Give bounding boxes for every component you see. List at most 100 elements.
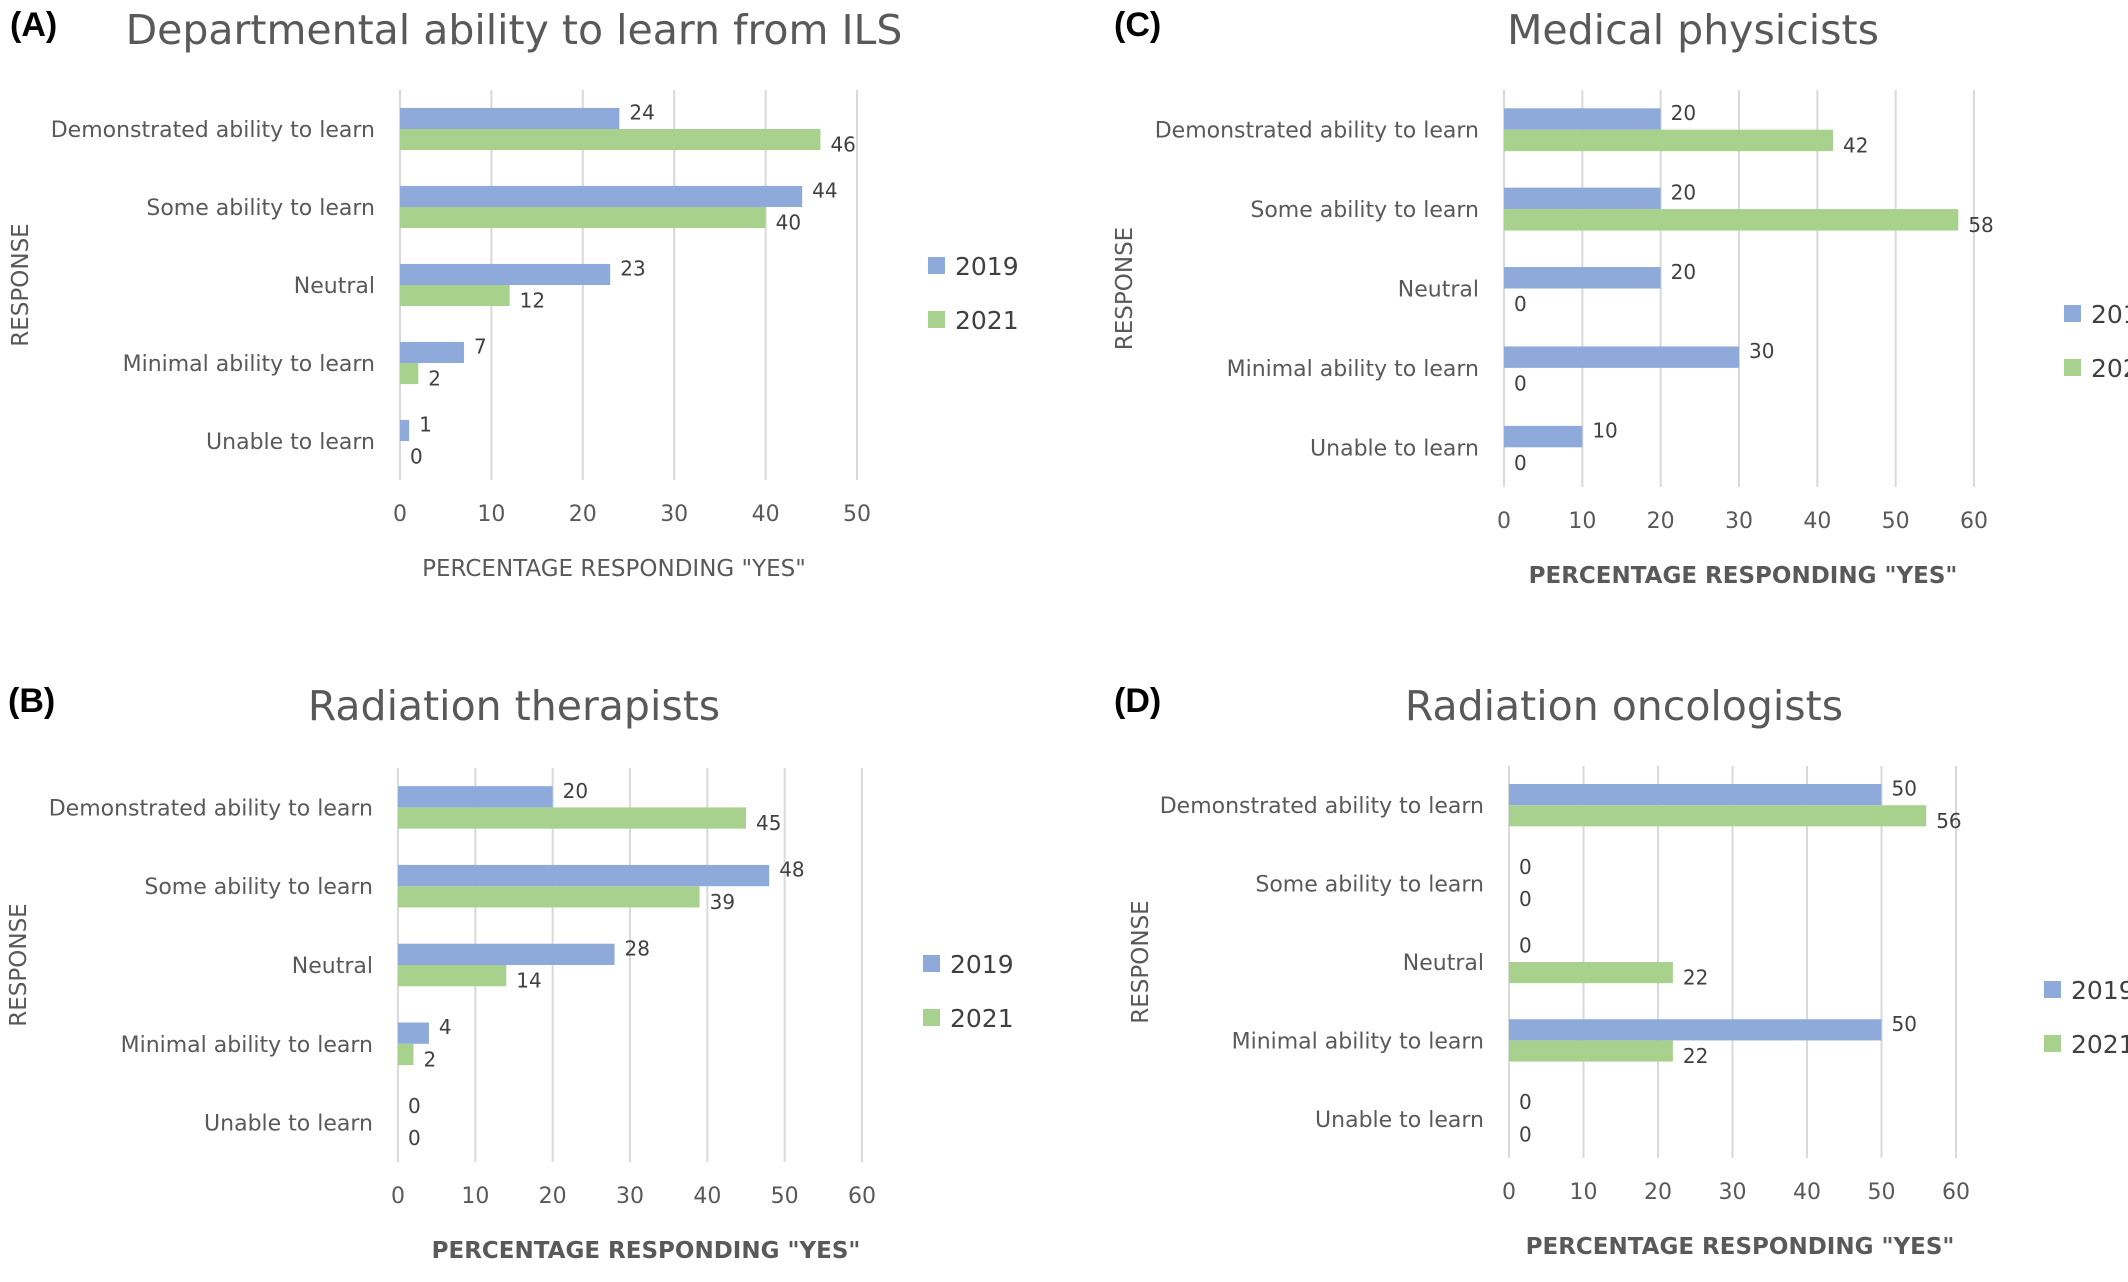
category-label: Neutral [292,954,373,979]
bar-2021-4 [1509,1040,1673,1062]
category-label: Unable to learn [1310,436,1479,461]
data-label: 58 [1968,213,1993,237]
x-tick-label: 30 [1725,509,1753,534]
x-tick-label: 20 [569,502,597,527]
bar-2019-4 [1509,1019,1882,1041]
x-tick-label: 40 [693,1184,721,1209]
data-label: 0 [1519,1122,1532,1146]
x-tick-label: 40 [1803,509,1831,534]
bar-2019-3 [398,943,615,965]
legend-label-2019: 2019 [2071,976,2128,1005]
data-label: 4 [439,1015,452,1039]
data-label: 39 [710,890,735,914]
bar-2021-4 [400,363,419,385]
x-tick-label: 40 [1793,1180,1821,1205]
x-tick-label: 60 [848,1184,876,1209]
category-label: Minimal ability to learn [1232,1029,1484,1054]
legend-swatch-2021 [928,311,945,328]
x-tick-label: 50 [1868,1180,1896,1205]
data-label: 2 [428,367,441,391]
x-tick-label: 10 [1570,1180,1598,1205]
bar-2021-1 [400,129,821,151]
chart-svg-d: (D) Radiation oncologists 0 10 20 30 40 50 60 Dem… [1114,682,2128,1260]
panel-letter: (C) [1114,6,1161,44]
bar-2019-1 [400,107,620,129]
category-label: Unable to learn [206,430,375,455]
x-tick-label: 40 [752,502,780,527]
chart-panel-c: (C) Medical physicists 0 10 20 30 40 50 60 Demons… [1100,0,2128,641]
panel-letter: (D) [1114,682,1161,720]
data-label: 40 [776,211,801,235]
x-tick-label: 10 [477,502,505,527]
data-label: 14 [516,969,541,993]
x-axis-title: PERCENTAGE RESPONDING "YES" [432,1238,861,1264]
legend-swatch-2019 [928,257,945,274]
category-label: Neutral [294,274,375,299]
data-label: 0 [1519,1090,1532,1114]
data-label: 0 [1514,292,1527,316]
data-label: 0 [408,1094,421,1118]
category-label: Demonstrated ability to learn [49,796,373,821]
legend-label-2021: 2021 [950,1004,1014,1033]
data-label: 46 [830,133,855,157]
bar-2021-2 [398,886,700,908]
data-label: 20 [1671,180,1696,204]
legend-label-2019: 2019 [955,252,1019,281]
bar-2021-3 [1509,962,1673,984]
data-label: 22 [1683,966,1708,990]
bar-2019-4 [400,341,464,363]
bar-2019-5 [400,419,410,441]
bar-2019-1 [1504,108,1661,130]
category-label: Neutral [1403,951,1484,976]
x-tick-label: 20 [1647,509,1675,534]
category-label: Neutral [1398,278,1479,303]
legend-swatch-2019 [2064,305,2081,322]
category-label: Demonstrated ability to learn [51,118,375,143]
x-tick-label: 50 [843,502,871,527]
bar-2019-1 [1509,784,1882,806]
category-label: Some ability to learn [146,196,375,221]
legend-label-2021: 2021 [2091,354,2128,383]
x-axis-title: PERCENTAGE RESPONDING "YES" [422,556,806,582]
y-axis-title: RESPONSE [1112,227,1138,350]
data-label: 0 [1514,372,1527,396]
data-label: 20 [1671,260,1696,284]
data-label: 28 [625,936,650,960]
data-label: 23 [620,256,645,280]
data-label: 20 [1671,101,1696,125]
legend-swatch-2019 [923,955,940,972]
bar-2021-2 [400,207,766,229]
category-label: Unable to learn [204,1112,373,1137]
chart-title: Medical physicists [1507,6,1879,54]
y-axis-title: RESPONSE [1128,900,1154,1023]
legend-label-2019: 2019 [950,950,1014,979]
y-axis-title: RESPONSE [8,223,34,346]
data-label: 7 [474,334,487,358]
x-tick-label: 10 [1568,509,1596,534]
chart-title: Radiation therapists [308,682,720,730]
x-tick-label: 0 [1502,1180,1516,1205]
data-label: 0 [1519,855,1532,879]
chart-title: Radiation oncologists [1405,682,1843,730]
bar-2019-2 [400,185,803,207]
bar-2021-1 [1509,805,1927,827]
x-tick-label: 0 [1497,509,1511,534]
x-tick-label: 30 [660,502,688,527]
data-label: 1 [419,412,432,436]
bar-2021-3 [398,965,507,987]
data-label: 0 [1514,451,1527,475]
y-axis-title: RESPONSE [6,903,32,1026]
data-label: 22 [1683,1044,1708,1068]
x-tick-label: 50 [771,1184,799,1209]
x-tick-label: 30 [616,1184,644,1209]
bar-2019-2 [1504,187,1661,210]
category-label: Some ability to learn [144,875,373,900]
panel-letter: (A) [10,6,57,44]
legend-swatch-2021 [2044,1035,2061,1052]
data-label: 45 [756,811,781,835]
category-label: Demonstrated ability to learn [1155,119,1479,144]
data-label: 2 [423,1047,436,1071]
chart-panel-d: (D) Radiation oncologists 0 10 20 30 40 50 60 Dem… [1100,676,2128,1282]
bar-2019-3 [1504,267,1661,289]
legend-label-2021: 2021 [2071,1030,2128,1059]
